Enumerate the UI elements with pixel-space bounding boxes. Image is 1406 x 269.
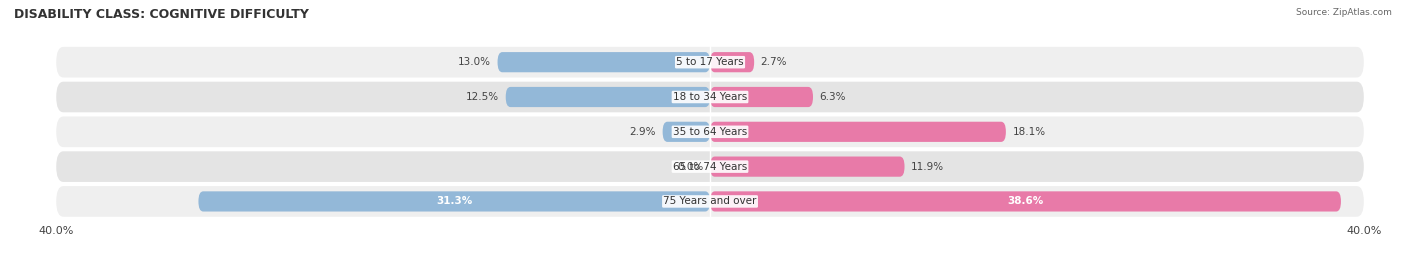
Text: 35 to 64 Years: 35 to 64 Years [673, 127, 747, 137]
Text: 65 to 74 Years: 65 to 74 Years [673, 162, 747, 172]
Text: 18.1%: 18.1% [1012, 127, 1046, 137]
FancyBboxPatch shape [662, 122, 710, 142]
FancyBboxPatch shape [506, 87, 710, 107]
FancyBboxPatch shape [710, 191, 1341, 211]
Text: 18 to 34 Years: 18 to 34 Years [673, 92, 747, 102]
Text: 38.6%: 38.6% [1007, 196, 1043, 206]
FancyBboxPatch shape [56, 151, 1364, 182]
Text: 12.5%: 12.5% [465, 92, 499, 102]
Text: 6.3%: 6.3% [820, 92, 846, 102]
FancyBboxPatch shape [56, 47, 1364, 77]
Text: 0.0%: 0.0% [678, 162, 703, 172]
FancyBboxPatch shape [198, 191, 710, 211]
Text: 13.0%: 13.0% [458, 57, 491, 67]
Text: 75 Years and over: 75 Years and over [664, 196, 756, 206]
FancyBboxPatch shape [56, 186, 1364, 217]
Text: 2.9%: 2.9% [630, 127, 657, 137]
FancyBboxPatch shape [710, 157, 904, 177]
FancyBboxPatch shape [710, 122, 1005, 142]
Text: Source: ZipAtlas.com: Source: ZipAtlas.com [1296, 8, 1392, 17]
FancyBboxPatch shape [710, 87, 813, 107]
Text: 2.7%: 2.7% [761, 57, 787, 67]
Text: DISABILITY CLASS: COGNITIVE DIFFICULTY: DISABILITY CLASS: COGNITIVE DIFFICULTY [14, 8, 309, 21]
Text: 5 to 17 Years: 5 to 17 Years [676, 57, 744, 67]
FancyBboxPatch shape [56, 116, 1364, 147]
FancyBboxPatch shape [710, 52, 754, 72]
Text: 11.9%: 11.9% [911, 162, 945, 172]
Text: 31.3%: 31.3% [436, 196, 472, 206]
FancyBboxPatch shape [56, 82, 1364, 112]
FancyBboxPatch shape [498, 52, 710, 72]
